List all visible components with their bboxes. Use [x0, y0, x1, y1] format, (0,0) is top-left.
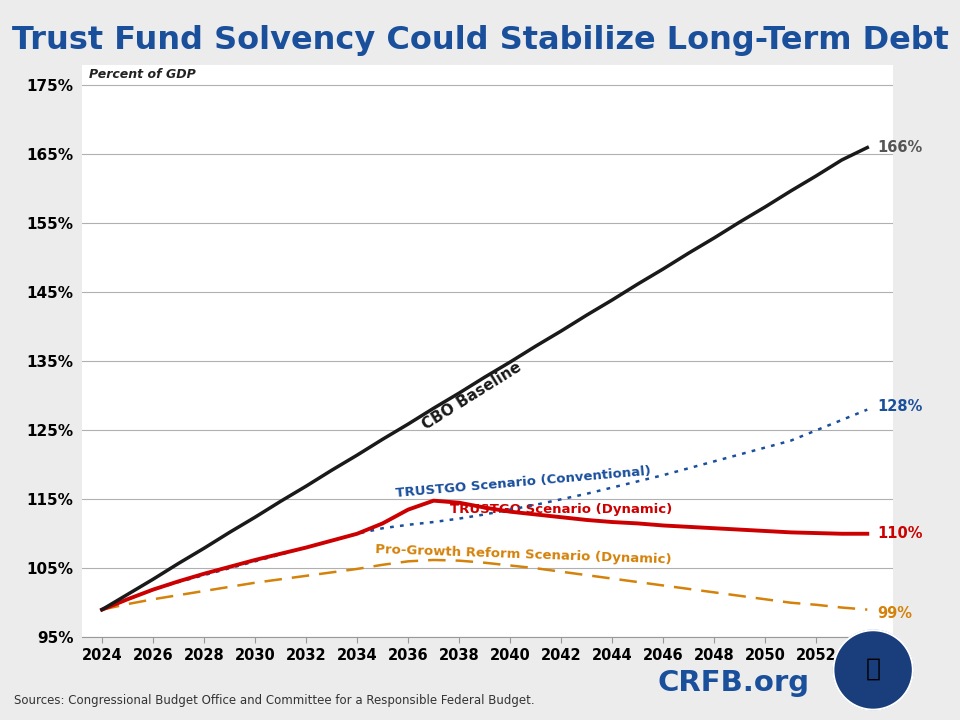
Text: TRUSTGO Scenario (Conventional): TRUSTGO Scenario (Conventional) — [395, 464, 651, 500]
Text: 110%: 110% — [877, 526, 923, 541]
Text: 99%: 99% — [877, 606, 913, 621]
Circle shape — [833, 630, 913, 710]
Text: TRUSTGO Scenario (Dynamic): TRUSTGO Scenario (Dynamic) — [450, 503, 672, 516]
Text: CRFB.org: CRFB.org — [658, 669, 809, 697]
Text: CBO Baseline: CBO Baseline — [420, 359, 524, 432]
Text: Pro-Growth Reform Scenario (Dynamic): Pro-Growth Reform Scenario (Dynamic) — [374, 543, 671, 566]
Text: 166%: 166% — [877, 140, 923, 155]
Text: Percent of GDP: Percent of GDP — [89, 68, 196, 81]
Text: Trust Fund Solvency Could Stabilize Long-Term Debt: Trust Fund Solvency Could Stabilize Long… — [12, 25, 948, 56]
Text: Sources: Congressional Budget Office and Committee for a Responsible Federal Bud: Sources: Congressional Budget Office and… — [14, 694, 535, 707]
Text: 🏛: 🏛 — [866, 657, 880, 680]
Text: 128%: 128% — [877, 399, 923, 414]
